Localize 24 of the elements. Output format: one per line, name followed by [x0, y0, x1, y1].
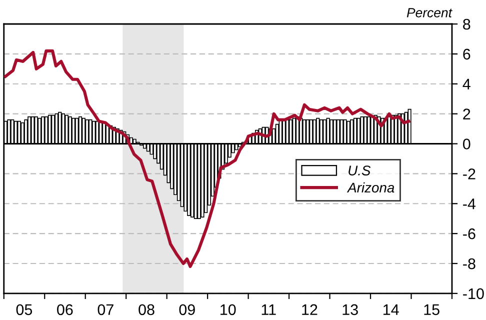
x-tick-label: 09: [179, 304, 195, 316]
y-tick-label: 4: [462, 78, 470, 90]
y-tick-label: -4: [463, 198, 476, 210]
x-tick-label: 12: [302, 304, 318, 315]
x-tick-label: 06: [57, 304, 73, 316]
x-tick-label: 07: [98, 304, 114, 316]
y-tick-label: 2: [463, 108, 470, 120]
y-axis-title: Percent: [406, 8, 452, 18]
y-tick-label: 0: [462, 138, 470, 150]
y-tick-label: -6: [463, 228, 476, 240]
legend-label: Arizona: [346, 182, 394, 193]
x-tick-label: 08: [138, 304, 154, 316]
x-tick-label: 13: [342, 304, 358, 316]
y-tick-label: 6: [463, 48, 470, 60]
y-tick-label: -2: [463, 168, 476, 180]
legend-label: U.S: [348, 166, 371, 176]
x-tick-label: 11: [262, 304, 276, 315]
y-tick-label: 8: [463, 18, 470, 30]
x-tick-label: 10: [220, 304, 236, 316]
x-tick-label: 14: [383, 304, 399, 315]
y-tick-label: -8: [463, 258, 476, 270]
y-tick-label: -10: [463, 288, 484, 300]
x-tick-label: 15: [424, 304, 440, 316]
x-tick-label: 05: [16, 304, 32, 316]
